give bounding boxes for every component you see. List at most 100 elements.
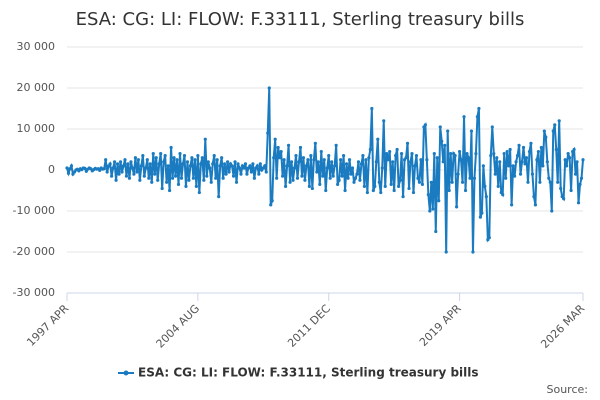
point [474,152,478,156]
point [264,170,268,174]
point [344,162,349,166]
point [386,158,390,162]
point [572,147,576,152]
point [475,115,480,119]
point [178,152,182,156]
point [117,172,121,176]
point [356,160,361,164]
chart-title: ESA: CG: LI: FLOW: F.33111, Sterling tre… [76,9,525,30]
point [391,160,395,164]
point [481,164,485,168]
point [252,176,256,180]
point [477,106,481,111]
point [105,170,109,174]
point [385,152,389,156]
point [565,164,569,168]
point [197,190,201,195]
point [328,176,332,180]
point [185,160,190,164]
point [429,180,433,184]
point [257,172,261,176]
point [169,145,173,150]
point [215,158,219,162]
point [138,178,142,182]
point [309,154,313,158]
point [139,164,143,168]
point [282,158,286,162]
point [234,180,239,184]
point [170,176,175,180]
point [343,188,347,193]
point [83,166,87,170]
point [465,152,469,156]
point [511,164,515,168]
point [162,160,166,164]
point [505,149,509,154]
point [147,176,151,180]
point [444,250,448,254]
point [319,149,323,154]
point [423,123,427,127]
point [133,156,138,160]
point [218,164,222,168]
point [562,197,566,201]
point [413,164,417,168]
point [496,184,500,188]
point [526,180,530,184]
point [523,162,527,166]
point [225,160,230,164]
point [550,209,554,213]
point [214,176,218,180]
point [440,139,444,143]
point [304,164,309,168]
point [377,180,381,184]
point [141,154,145,158]
point [230,164,234,168]
point [370,106,374,111]
point [118,160,123,164]
point [312,158,316,162]
point [203,137,207,141]
point [514,160,518,164]
point [480,211,484,215]
point [123,158,127,162]
point [283,184,288,188]
y-tick-label: -30 000 [13,286,55,299]
point [276,145,280,150]
point [368,147,372,152]
point [181,162,185,166]
point [315,170,319,174]
point [239,172,243,176]
point [373,184,377,188]
point [431,207,435,211]
point [205,174,209,178]
point [126,162,130,166]
point [208,166,212,170]
point [68,167,72,171]
point [159,152,163,156]
point [498,160,502,164]
point [224,172,228,176]
point [270,199,274,203]
point [144,166,148,170]
point [352,180,356,184]
point [330,160,334,164]
y-tick-label: 0 [48,163,55,176]
point [438,125,442,129]
point [538,180,542,184]
point [288,180,292,184]
point [420,182,425,186]
point [389,182,393,186]
point [272,156,276,160]
point [459,158,463,162]
point [410,152,414,156]
point [269,203,273,207]
point [428,209,432,213]
point [397,184,401,188]
point [529,141,533,145]
point [399,152,404,156]
point [447,188,451,193]
point [394,154,398,158]
point [121,164,126,168]
point [512,174,517,178]
